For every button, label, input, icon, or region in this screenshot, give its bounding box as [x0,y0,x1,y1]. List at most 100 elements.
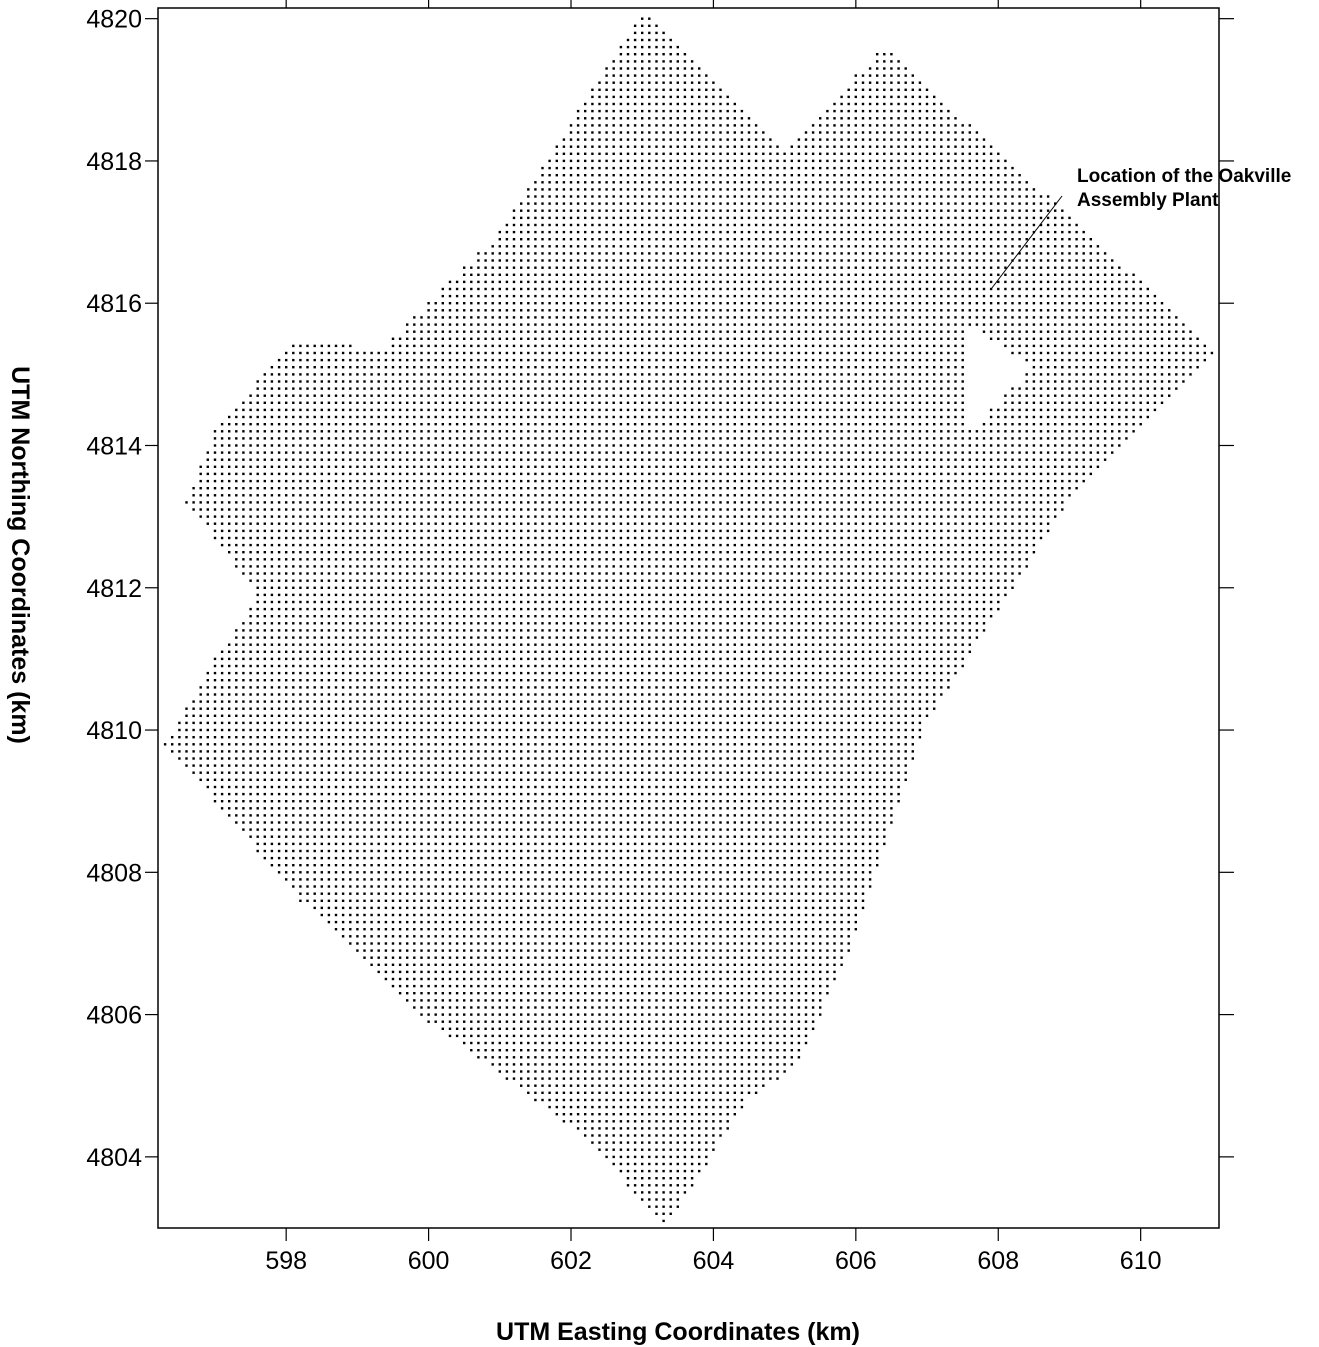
receptor-point [470,892,473,895]
receptor-point [299,807,302,810]
receptor-point [384,714,388,717]
receptor-point [719,743,722,746]
receptor-point [477,721,480,725]
receptor-point [220,707,224,710]
receptor-point [398,814,402,817]
receptor-point [455,992,459,995]
receptor-point [562,764,566,767]
receptor-point [363,750,366,753]
receptor-point [626,750,630,753]
receptor-point [470,821,473,824]
receptor-point [683,1141,687,1144]
receptor-point [420,764,423,767]
receptor-point [605,1020,608,1023]
receptor-point [712,1049,715,1052]
receptor-point [406,835,409,838]
receptor-point [790,728,793,732]
receptor-point [712,977,715,981]
receptor-point [783,828,786,831]
receptor-point [619,1084,623,1087]
receptor-point [384,963,388,966]
receptor-point [555,1063,558,1066]
receptor-point [363,764,366,767]
receptor-point [648,764,651,767]
receptor-point [876,700,879,703]
receptor-point [384,835,388,838]
receptor-point [391,828,395,831]
receptor-point [391,835,395,838]
receptor-point [591,792,594,796]
receptor-point [698,1127,701,1130]
receptor-point [548,970,551,974]
receptor-point [719,757,722,760]
receptor-point [648,1034,651,1038]
receptor-point [690,1070,694,1073]
receptor-point [505,935,509,938]
receptor-point [641,835,644,838]
receptor-point [484,686,487,689]
receptor-point [655,1049,658,1052]
receptor-point [676,1034,679,1038]
receptor-point [441,700,444,703]
receptor-point [470,792,473,796]
receptor-point [484,935,487,938]
receptor-point [584,1034,587,1038]
receptor-point [840,743,843,746]
receptor-point [754,757,758,760]
receptor-point [683,1148,687,1151]
receptor-point [626,792,630,796]
receptor-point [512,992,516,995]
receptor-point [441,771,444,774]
receptor-point [683,1027,687,1030]
receptor-point [477,984,480,988]
receptor-point [598,714,601,717]
receptor-point [726,885,729,888]
receptor-point [413,828,416,831]
receptor-point [555,671,558,675]
receptor-point [769,764,772,767]
receptor-point [676,728,679,732]
receptor-point [797,977,801,981]
receptor-point [448,963,452,966]
receptor-point [655,721,658,725]
receptor-point [605,792,608,796]
receptor-point [584,679,587,682]
receptor-point [299,700,302,703]
receptor-point [576,757,580,760]
receptor-point [598,878,601,881]
receptor-point [484,1041,487,1045]
receptor-point [512,878,516,881]
receptor-point [790,700,793,703]
receptor-point [448,864,452,867]
receptor-point [541,778,544,781]
receptor-point [505,671,509,675]
receptor-point [669,835,672,838]
receptor-point [747,1034,751,1038]
receptor-point [569,1034,573,1038]
receptor-point [833,736,836,739]
receptor-point [762,856,765,860]
receptor-point [562,785,566,789]
receptor-point [463,757,466,760]
receptor-point [740,707,744,710]
receptor-point [790,949,793,952]
receptor-point [598,942,601,945]
receptor-point [797,1013,801,1016]
receptor-point [591,1013,594,1016]
receptor-point [826,814,829,817]
receptor-point [391,814,395,817]
receptor-point [868,849,872,853]
receptor-point [591,1034,594,1038]
receptor-point [683,984,687,988]
receptor-point [398,728,402,732]
receptor-point [320,842,323,846]
receptor-point [341,878,345,881]
receptor-point [705,1113,708,1116]
receptor-point [434,920,437,924]
receptor-point [349,714,352,717]
receptor-point [541,999,544,1002]
receptor-point [840,814,843,817]
receptor-point [740,1084,744,1087]
receptor-point [669,828,672,831]
receptor-point [925,700,929,703]
